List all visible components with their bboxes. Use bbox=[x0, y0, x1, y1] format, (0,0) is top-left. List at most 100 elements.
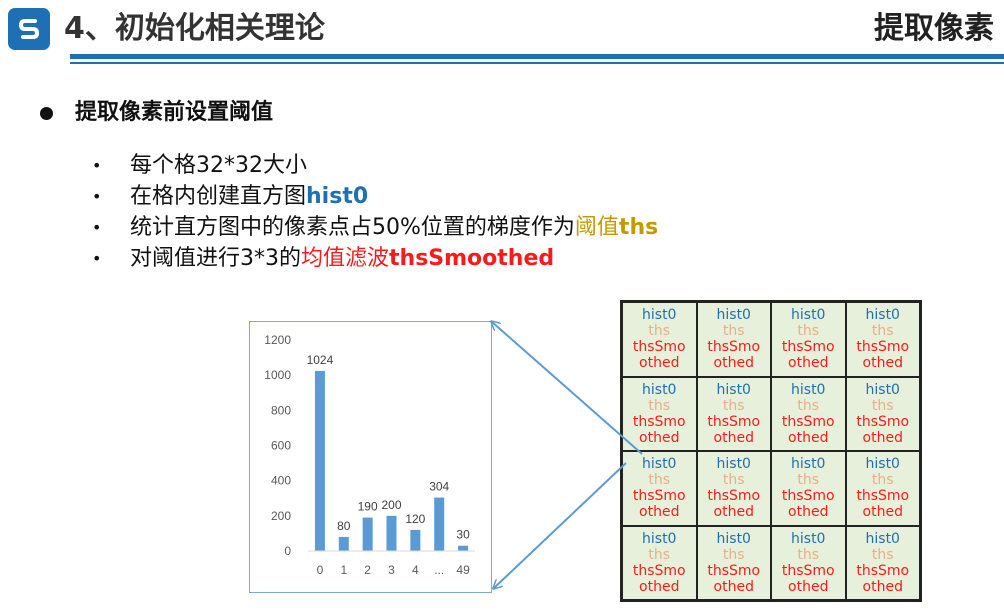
grid-cell: hist0 ths thsSmo othed bbox=[771, 451, 846, 526]
y-tick-label: 1000 bbox=[264, 368, 291, 382]
bar bbox=[314, 370, 325, 551]
cell-hist-label: hist0 bbox=[642, 381, 677, 398]
cell-hist-label: hist0 bbox=[642, 456, 677, 473]
cell-smoothed-label: othed bbox=[788, 578, 829, 595]
cell-ths-label: ths bbox=[871, 323, 894, 340]
cell-grid: hist0 ths thsSmo othed hist0 ths thsSmo othed hi… bbox=[620, 300, 922, 602]
header-divider-thin bbox=[70, 62, 1004, 64]
bar-value-label: 30 bbox=[456, 528, 470, 542]
cell-smoothed-label: thsSmo bbox=[781, 413, 835, 430]
grid-cell: hist0 ths thsSmo othed bbox=[845, 376, 920, 451]
cell-hist-label: hist0 bbox=[865, 381, 900, 398]
bullet-highlight: 均值滤波 bbox=[301, 246, 390, 271]
grid-cell: hist0 ths thsSmo othed bbox=[696, 302, 771, 377]
y-tick-label: 1200 bbox=[264, 333, 291, 347]
bullet-highlight-bold: ths bbox=[618, 215, 659, 240]
bar bbox=[410, 529, 421, 551]
grid-cell: hist0 ths thsSmo othed bbox=[845, 451, 920, 526]
y-tick-label: 0 bbox=[284, 544, 291, 558]
cell-smoothed-label: othed bbox=[862, 355, 903, 372]
cell-smoothed-label: othed bbox=[639, 355, 680, 372]
y-tick-label: 800 bbox=[271, 403, 291, 417]
cell-smoothed-label: thsSmo bbox=[707, 413, 761, 430]
cell-hist-label: hist0 bbox=[865, 307, 900, 324]
cell-hist-label: hist0 bbox=[791, 456, 826, 473]
grid-cell: hist0 ths thsSmo othed bbox=[696, 451, 771, 526]
grid-cell: hist0 ths thsSmo othed bbox=[622, 525, 697, 600]
cell-smoothed-label: othed bbox=[862, 504, 903, 521]
list-item: • 统计直方图中的像素点占50%位置的梯度作为 阈值 ths bbox=[92, 212, 658, 243]
cell-ths-label: ths bbox=[871, 397, 894, 414]
cell-ths-label: ths bbox=[797, 546, 820, 563]
cell-smoothed-label: othed bbox=[639, 504, 680, 521]
bar-value-label: 190 bbox=[358, 500, 378, 514]
cell-ths-label: ths bbox=[648, 546, 671, 563]
cell-hist-label: hist0 bbox=[791, 530, 826, 547]
x-tick-label: 1 bbox=[340, 563, 347, 577]
cell-smoothed-label: thsSmo bbox=[707, 488, 761, 505]
cell-hist-label: hist0 bbox=[865, 456, 900, 473]
cell-smoothed-label: othed bbox=[639, 429, 680, 446]
x-tick-label: 4 bbox=[412, 563, 419, 577]
cell-hist-label: hist0 bbox=[791, 381, 826, 398]
cell-smoothed-label: thsSmo bbox=[856, 562, 910, 579]
cell-ths-label: ths bbox=[871, 472, 894, 489]
cell-ths-label: ths bbox=[722, 546, 745, 563]
cell-hist-label: hist0 bbox=[642, 307, 677, 324]
cell-smoothed-label: thsSmo bbox=[632, 413, 686, 430]
cell-smoothed-label: thsSmo bbox=[632, 488, 686, 505]
bullet-text: 每个格32*32大小 bbox=[130, 153, 307, 178]
section-heading: 提取像素前设置阈值 bbox=[40, 96, 273, 130]
bullet-icon: • bbox=[92, 187, 102, 206]
grid-cell: hist0 ths thsSmo othed bbox=[622, 302, 697, 377]
x-tick-label: 49 bbox=[456, 563, 470, 577]
cell-smoothed-label: thsSmo bbox=[856, 488, 910, 505]
cell-smoothed-label: thsSmo bbox=[781, 339, 835, 356]
cell-ths-label: ths bbox=[722, 472, 745, 489]
cell-ths-label: ths bbox=[648, 397, 671, 414]
page-title: 4、初始化相关理论 bbox=[64, 11, 325, 46]
cell-ths-label: ths bbox=[797, 397, 820, 414]
cell-smoothed-label: othed bbox=[713, 429, 754, 446]
cell-smoothed-label: othed bbox=[788, 355, 829, 372]
bullet-icon: • bbox=[92, 218, 102, 237]
y-tick-label: 400 bbox=[271, 474, 291, 488]
bullet-icon: • bbox=[92, 249, 102, 268]
grid-cell: hist0 ths thsSmo othed bbox=[845, 302, 920, 377]
cell-hist-label: hist0 bbox=[716, 530, 751, 547]
logo-icon bbox=[8, 8, 50, 50]
bar bbox=[362, 517, 373, 551]
cell-ths-label: ths bbox=[797, 472, 820, 489]
cell-hist-label: hist0 bbox=[791, 307, 826, 324]
x-tick-label: 2 bbox=[364, 563, 371, 577]
list-item: • 每个格32*32大小 bbox=[92, 150, 658, 181]
bar bbox=[434, 497, 445, 551]
cell-smoothed-label: thsSmo bbox=[856, 413, 910, 430]
header-divider bbox=[70, 54, 1004, 59]
bar-value-label: 1024 bbox=[307, 353, 334, 367]
cell-smoothed-label: thsSmo bbox=[781, 562, 835, 579]
cell-smoothed-label: thsSmo bbox=[632, 339, 686, 356]
grid-cell: hist0 ths thsSmo othed bbox=[622, 376, 697, 451]
cell-hist-label: hist0 bbox=[865, 530, 900, 547]
grid-cell: hist0 ths thsSmo othed bbox=[771, 302, 846, 377]
bullet-text: 在格内创建直方图 bbox=[130, 184, 307, 209]
cell-ths-label: ths bbox=[648, 323, 671, 340]
section-heading-text: 提取像素前设置阈值 bbox=[75, 100, 274, 125]
bar bbox=[458, 545, 469, 551]
bar-value-label: 200 bbox=[381, 498, 401, 512]
bar-value-label: 80 bbox=[337, 519, 351, 533]
bullet-highlight: hist0 bbox=[306, 184, 369, 209]
cell-smoothed-label: othed bbox=[788, 504, 829, 521]
x-tick-label: 3 bbox=[388, 563, 395, 577]
cell-hist-label: hist0 bbox=[642, 530, 677, 547]
bar-value-label: 304 bbox=[429, 480, 449, 494]
cell-smoothed-label: thsSmo bbox=[856, 339, 910, 356]
cell-ths-label: ths bbox=[722, 397, 745, 414]
list-item: • 对阈值进行3*3的 均值滤波 thsSmoothed bbox=[92, 243, 658, 274]
cell-smoothed-label: othed bbox=[713, 355, 754, 372]
cell-ths-label: ths bbox=[648, 472, 671, 489]
bar bbox=[338, 536, 349, 551]
bullet-text: 对阈值进行3*3的 bbox=[130, 246, 301, 271]
cell-smoothed-label: othed bbox=[713, 504, 754, 521]
